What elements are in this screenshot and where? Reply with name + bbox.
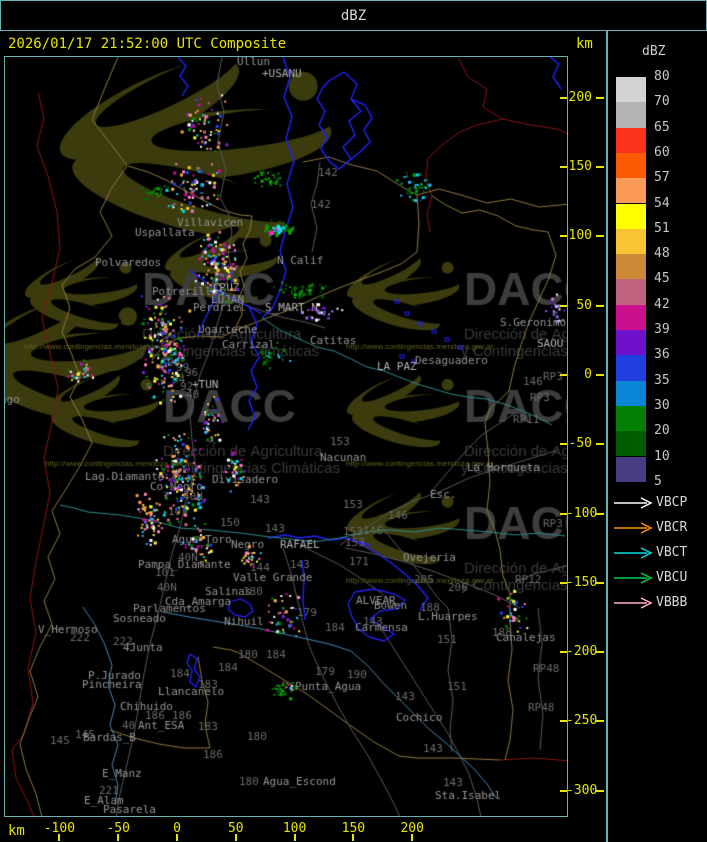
colorbar-tick-label: 5 bbox=[654, 473, 662, 489]
colorbar-band-57dbz bbox=[616, 178, 646, 204]
colorbar-tick-label: 42 bbox=[654, 296, 670, 312]
right-axis-inner-tick-mark bbox=[560, 789, 567, 792]
right-axis-tick-label: 200 bbox=[568, 89, 592, 105]
colorbar-tick-label: 48 bbox=[654, 246, 670, 262]
colorbar-tick-label: 30 bbox=[654, 397, 670, 413]
right-axis-tick-label: 100 bbox=[568, 228, 592, 244]
right-axis-tick-label: -300 bbox=[566, 782, 598, 798]
colorbar-tick-label: 39 bbox=[654, 322, 670, 337]
right-axis-inner-tick-mark bbox=[560, 96, 567, 99]
colorbar-band-70dbz bbox=[616, 102, 646, 128]
colorbar-band-36dbz bbox=[616, 355, 646, 381]
colorbar-tick-label: 65 bbox=[654, 119, 670, 135]
bottom-axis-tick-mark bbox=[58, 834, 61, 841]
colorbar-tick-label: 20 bbox=[654, 423, 670, 439]
colorbar-tick-label: 70 bbox=[654, 94, 670, 110]
vbcr-vector-arrow-icon bbox=[614, 522, 653, 534]
bottom-axis-tick-mark bbox=[352, 834, 355, 841]
timestamp-label: 2026/01/17 21:52:00 UTC Composite bbox=[8, 36, 287, 52]
right-axis-tick-mark bbox=[596, 651, 604, 654]
right-axis-tick-label: -150 bbox=[566, 574, 598, 590]
colorbar-band-42dbz bbox=[616, 304, 646, 330]
vbct-vector-arrow-icon bbox=[614, 547, 653, 559]
bottom-axis-tick-mark bbox=[411, 834, 414, 841]
colorbar-band-20dbz bbox=[616, 431, 646, 457]
colorbar-tick-label: 36 bbox=[654, 347, 670, 363]
right-axis-inner-tick-mark bbox=[560, 651, 567, 654]
colorbar-tick-label: 57 bbox=[654, 170, 670, 186]
colorbar-tick-label: 51 bbox=[654, 220, 670, 236]
right-axis-inner-tick-mark bbox=[560, 720, 567, 723]
bottom-axis-tick-label: 150 bbox=[341, 821, 366, 836]
colorbar-band-54dbz bbox=[616, 203, 646, 229]
colorbar-band-65dbz bbox=[616, 127, 646, 153]
bottom-axis-tick-mark bbox=[176, 834, 178, 841]
bottom-axis-unit-label: km bbox=[8, 823, 25, 839]
bottom-axis-tick-mark bbox=[234, 834, 237, 841]
colorbar-tick-label: 10 bbox=[654, 448, 670, 464]
colorbar-tick-label: 45 bbox=[654, 271, 670, 287]
colorbar-tick-label: 60 bbox=[654, 144, 670, 160]
vector-legend-label: VBCP bbox=[656, 495, 688, 510]
vector-legend-label: VBCR bbox=[656, 520, 688, 535]
bottom-axis-tick-label: -50 bbox=[106, 821, 130, 836]
right-axis-tick-label: -250 bbox=[566, 713, 598, 729]
vbcp-vector-arrow-icon bbox=[614, 497, 653, 509]
colorbar-band-10dbz bbox=[616, 456, 646, 482]
colorbar-band-80dbz bbox=[616, 77, 646, 103]
right-axis-tick-label: -200 bbox=[566, 644, 598, 660]
right-axis-tick-mark bbox=[596, 512, 604, 515]
vector-legend-label: VBCT bbox=[656, 545, 688, 560]
right-axis-inner-tick-mark bbox=[560, 512, 567, 515]
bottom-axis-tick-label: 0 bbox=[173, 821, 181, 836]
bottom-axis-tick-label: 50 bbox=[227, 821, 244, 836]
radar-map-canvas bbox=[5, 57, 567, 816]
colorbar-title: dBZ bbox=[642, 44, 666, 59]
bottom-axis-tick-label: 100 bbox=[282, 821, 307, 836]
colorbar-tick-label: 35 bbox=[654, 372, 670, 388]
right-axis-tick-mark bbox=[596, 443, 604, 446]
colorbar-band-48dbz bbox=[616, 254, 646, 280]
bottom-axis-tick-label: 200 bbox=[400, 821, 424, 836]
vbbb-vector-arrow-icon bbox=[614, 597, 653, 609]
vbcu-vector-arrow-icon bbox=[614, 572, 653, 584]
right-axis-tick-mark bbox=[596, 235, 604, 238]
colorbar-band-39dbz bbox=[616, 330, 646, 356]
vector-legend-label: VBBB bbox=[656, 595, 688, 610]
right-axis-tick-mark bbox=[596, 789, 604, 792]
right-axis-inner-tick-mark bbox=[560, 374, 567, 376]
right-axis-inner-tick-mark bbox=[560, 581, 567, 584]
window-title: dBZ bbox=[340, 7, 367, 24]
right-axis-tick-mark bbox=[596, 304, 604, 307]
colorbar-band-35dbz bbox=[616, 380, 646, 406]
vector-legend-label: VBCU bbox=[656, 570, 688, 585]
right-axis-tick-mark bbox=[596, 581, 604, 584]
right-axis-tick-mark bbox=[596, 374, 604, 376]
right-axis-inner-tick-mark bbox=[560, 166, 567, 169]
colorbar-band-60dbz bbox=[616, 152, 646, 179]
panel-divider bbox=[606, 30, 608, 842]
right-axis-unit-label: km bbox=[576, 36, 593, 52]
colorbar-tick-label: 80 bbox=[654, 69, 670, 84]
bottom-axis-tick-mark bbox=[293, 834, 296, 841]
right-axis-inner-tick-mark bbox=[560, 443, 567, 446]
right-axis-tick-label: -50 bbox=[568, 436, 592, 452]
title-bar: dBZ bbox=[0, 0, 707, 31]
right-axis-tick-label: -100 bbox=[566, 505, 598, 521]
right-axis-tick-label: 150 bbox=[568, 159, 592, 175]
colorbar-band-51dbz bbox=[616, 228, 646, 255]
right-axis-inner-tick-mark bbox=[560, 304, 567, 307]
right-axis-tick-mark bbox=[596, 96, 604, 99]
right-axis-tick-label: 50 bbox=[576, 297, 592, 313]
bottom-axis-tick-label: -100 bbox=[43, 821, 76, 836]
right-axis-tick-mark bbox=[596, 166, 604, 169]
colorbar-band-30dbz bbox=[616, 405, 646, 432]
bottom-axis-tick-mark bbox=[117, 834, 120, 841]
right-axis-inner-tick-mark bbox=[560, 235, 567, 238]
right-axis-tick-mark bbox=[596, 720, 604, 723]
colorbar-tick-label: 54 bbox=[654, 195, 670, 211]
colorbar-band-45dbz bbox=[616, 279, 646, 305]
right-axis-tick-label: 0 bbox=[584, 367, 592, 382]
